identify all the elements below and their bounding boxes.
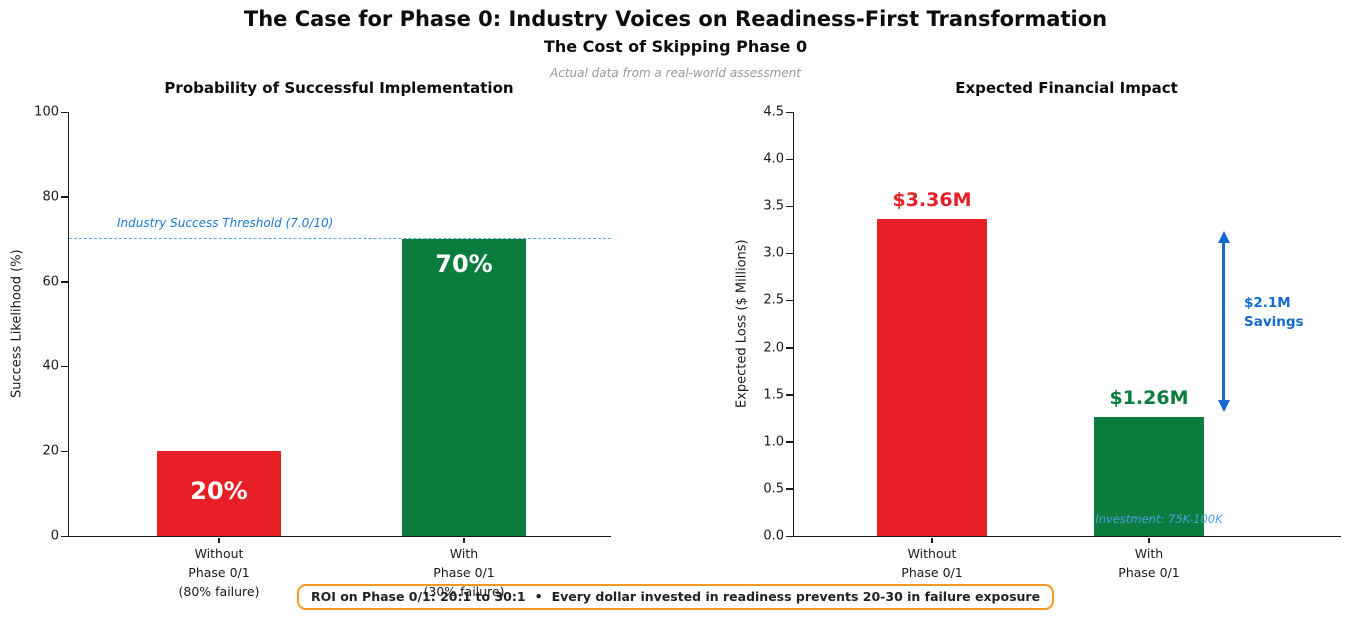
y-axis-tick bbox=[60, 196, 68, 198]
y-axis-tick-label: 3.0 bbox=[763, 245, 784, 261]
y-axis-tick bbox=[785, 535, 793, 537]
figure-subtitle: The Cost of Skipping Phase 0 bbox=[543, 37, 808, 56]
y-axis-tick-label: 60 bbox=[42, 274, 59, 290]
y-axis-tick bbox=[785, 441, 793, 443]
threshold-label: Industry Success Threshold (7.0/10) bbox=[117, 216, 334, 231]
probability-y-axis-label: Success Likelihood (%) bbox=[9, 249, 25, 399]
bar-with-phase0-loss: $1.26M bbox=[1094, 387, 1204, 536]
y-axis-tick-label: 4.5 bbox=[763, 104, 784, 120]
roi-text: ROI on Phase 0/1: 20:1 to 30:1 bbox=[310, 589, 526, 604]
y-axis-tick bbox=[60, 365, 68, 368]
y-axis-tick bbox=[785, 347, 793, 349]
footer: ROI on Phase 0/1: 20:1 to 30:1 • Every dol… bbox=[0, 584, 1351, 610]
bar-value-label: 70% bbox=[435, 250, 493, 279]
investment-annotation: Investment: 75K-100K bbox=[1095, 512, 1223, 526]
x-axis-category-label: With Phase 0/1 bbox=[1118, 546, 1180, 580]
x-axis-tick bbox=[463, 537, 465, 543]
y-axis-tick-label: 3.5 bbox=[763, 198, 784, 214]
arrow-down-icon bbox=[1217, 400, 1230, 412]
y-axis-tick bbox=[785, 394, 793, 396]
bar-value-label: 20% bbox=[190, 477, 248, 506]
threshold-line bbox=[69, 238, 611, 240]
arrow-shaft bbox=[1222, 239, 1225, 404]
y-axis-tick bbox=[785, 158, 793, 161]
y-axis-tick bbox=[60, 535, 68, 537]
probability-plot-area: Industry Success Threshold (7.0/10) 20% … bbox=[34, 105, 611, 599]
bar-with-phase0-probability: 70% bbox=[402, 239, 526, 536]
x-axis-tick bbox=[218, 537, 220, 543]
roi-explanation: Every dollar invested in readiness preve… bbox=[551, 589, 1041, 604]
x-axis-category-label: Without Phase 0/1 bbox=[901, 546, 963, 580]
y-axis-tick bbox=[60, 111, 68, 113]
y-axis-tick bbox=[785, 205, 793, 208]
bar-value-label: $3.36M bbox=[892, 189, 972, 212]
x-axis-tick bbox=[1148, 537, 1150, 543]
figure-title: The Case for Phase 0: Industry Voices on… bbox=[243, 7, 1108, 31]
savings-double-arrow-icon bbox=[1217, 231, 1230, 412]
y-axis-tick-label: 4.0 bbox=[763, 151, 784, 167]
y-axis-tick bbox=[60, 281, 68, 283]
y-axis-tick-label: 0.5 bbox=[763, 481, 784, 497]
y-axis-tick-label: 2.5 bbox=[763, 292, 784, 308]
y-axis-tick-label: 2.0 bbox=[763, 340, 784, 356]
y-axis-tick-label: 100 bbox=[34, 104, 59, 120]
financial-y-axis-label: Expected Loss ($ Millions) bbox=[734, 239, 750, 409]
y-axis-tick-label: 0 bbox=[50, 528, 59, 544]
figure-note: Actual data from a real-world assessment bbox=[550, 66, 801, 80]
y-axis-tick-label: 1.0 bbox=[763, 434, 784, 450]
bar-value-label: $1.26M bbox=[1109, 387, 1189, 410]
arrow-up-icon bbox=[1217, 231, 1230, 243]
savings-annotation: $2.1M Savings bbox=[1244, 295, 1304, 330]
y-axis-tick-label: 0.0 bbox=[763, 528, 784, 544]
probability-chart-title: Probability of Successful Implementation bbox=[164, 79, 514, 97]
bullet-separator: • bbox=[534, 589, 543, 604]
y-axis-tick bbox=[785, 299, 793, 302]
y-axis-tick bbox=[785, 252, 793, 255]
bar-without-phase0-probability: 20% bbox=[157, 451, 281, 536]
y-axis-tick bbox=[785, 488, 793, 490]
bar-without-phase0-loss: $3.36M bbox=[877, 189, 987, 536]
financial-plot-area: $3.36M $1.26M $2.1M Savings Investment: … bbox=[763, 105, 1341, 580]
y-axis-tick-label: 40 bbox=[42, 358, 59, 374]
y-axis-tick bbox=[60, 450, 68, 453]
y-axis-tick-label: 20 bbox=[42, 443, 59, 459]
y-axis-tick-label: 80 bbox=[42, 189, 59, 205]
x-axis-category-label: With Phase 0/1 (30% failure) bbox=[423, 546, 505, 599]
financial-chart-title: Expected Financial Impact bbox=[955, 79, 1178, 97]
y-axis-tick-label: 1.5 bbox=[763, 387, 784, 403]
x-axis-category-label: Without Phase 0/1 (80% failure) bbox=[178, 546, 260, 599]
roi-callout-box: ROI on Phase 0/1: 20:1 to 30:1 • Every dol… bbox=[296, 584, 1055, 610]
x-axis-tick bbox=[931, 537, 933, 543]
y-axis-tick bbox=[785, 111, 793, 113]
